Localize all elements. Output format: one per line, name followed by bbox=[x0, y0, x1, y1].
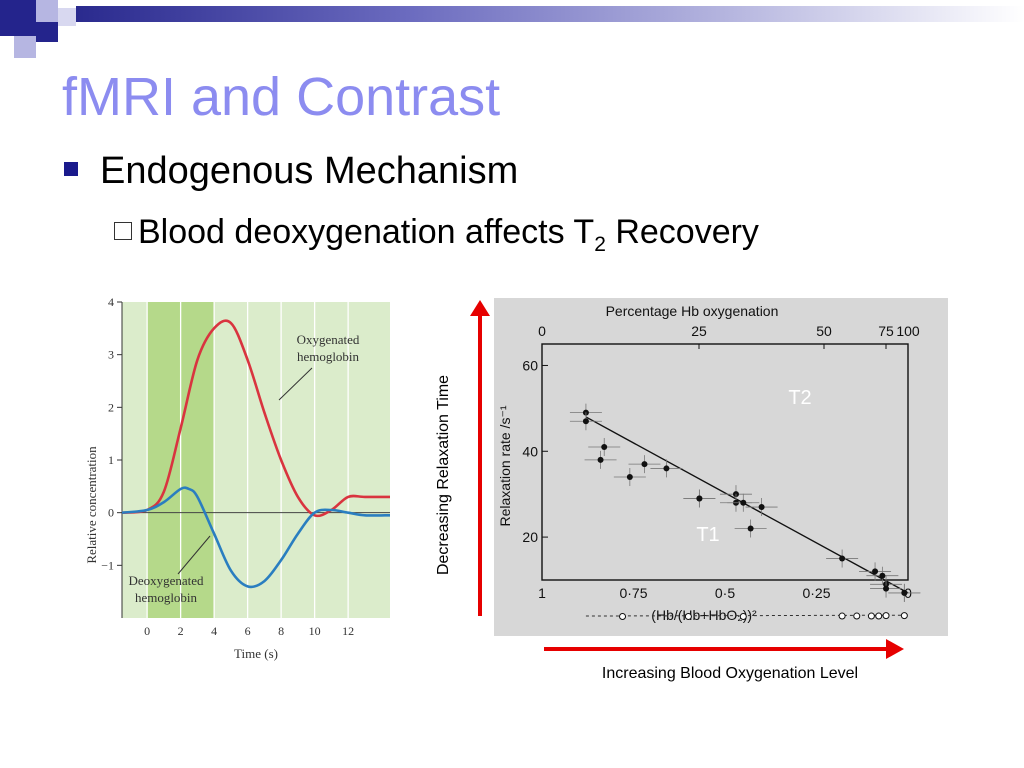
x-tick-label: 1 bbox=[538, 585, 546, 601]
top-tick-label: 100 bbox=[896, 323, 920, 339]
t2-data-point bbox=[883, 585, 890, 592]
t2-data-point bbox=[879, 572, 886, 579]
deoxygenated-label-line1: Deoxygenated bbox=[128, 573, 204, 588]
y-axis-label: Relative concentration bbox=[84, 446, 99, 564]
t2-data-point bbox=[641, 461, 648, 468]
oxygenated-leader-line bbox=[278, 367, 313, 401]
t2-data-point bbox=[747, 525, 754, 532]
y-arrow-caption: Decreasing Relaxation Time bbox=[435, 374, 452, 576]
top-tick-label: 25 bbox=[691, 323, 707, 339]
t1-data-point bbox=[882, 612, 890, 620]
top-tick-label: 50 bbox=[816, 323, 832, 339]
slide-title: fMRI and Contrast bbox=[62, 67, 501, 127]
deoxygenated-label-line2: hemoglobin bbox=[135, 590, 198, 605]
series-line-deoxygenated bbox=[121, 486, 391, 589]
t2-data-point bbox=[872, 568, 879, 575]
bullet-level2-prefix: Blood deoxygenation affects T bbox=[138, 213, 595, 251]
x-tick-label: 10 bbox=[309, 624, 321, 638]
relaxation-time-arrow bbox=[470, 300, 490, 616]
t1-data-point bbox=[875, 612, 883, 620]
region-label-t2: T2 bbox=[788, 387, 811, 409]
header-gradient-bar bbox=[76, 6, 1024, 22]
t2-data-point bbox=[696, 495, 703, 502]
t1-data-point bbox=[739, 612, 747, 620]
t1-data-point bbox=[853, 612, 861, 620]
x-tick-label: 8 bbox=[278, 624, 284, 638]
t2-data-point bbox=[740, 499, 747, 506]
corner-square-decoration bbox=[0, 0, 36, 36]
y-tick-label: 40 bbox=[522, 443, 538, 459]
y-tick-label: −1 bbox=[101, 558, 114, 572]
bullet-level2-suffix: Recovery bbox=[605, 213, 759, 251]
t1-data-point bbox=[619, 612, 627, 620]
y-tick-label: 60 bbox=[522, 357, 538, 373]
y-axis-label: Relaxation rate /s⁻¹ bbox=[497, 405, 513, 526]
bullet-level1-text: Endogenous Mechanism bbox=[100, 150, 519, 192]
square-bullet-icon bbox=[64, 161, 78, 176]
plot-frame bbox=[541, 343, 909, 581]
t2-data-point bbox=[626, 474, 633, 481]
oxygenated-label-line2: hemoglobin bbox=[297, 349, 360, 364]
x-tick-label: 12 bbox=[342, 624, 354, 638]
x-tick-label: 4 bbox=[211, 624, 217, 638]
t2-data-point bbox=[582, 418, 589, 425]
t1-data-point bbox=[867, 612, 875, 620]
region-label-t1: T1 bbox=[696, 524, 719, 546]
x-tick-label: 6 bbox=[245, 624, 251, 638]
corner-square-decoration bbox=[58, 8, 76, 26]
corner-square-decoration bbox=[14, 36, 36, 58]
y-tick-label: 1 bbox=[108, 453, 114, 467]
deoxygenated-leader-line bbox=[177, 535, 211, 575]
x-arrow-caption: Increasing Blood Oxygenation Level bbox=[601, 665, 859, 682]
t1-data-point bbox=[900, 612, 908, 620]
t2-data-point bbox=[901, 589, 908, 596]
top-axis-title: Percentage Hb oxygenation bbox=[606, 303, 779, 319]
t2-data-point bbox=[601, 443, 608, 450]
t2-data-point bbox=[663, 465, 670, 472]
x-axis-label: Time (s) bbox=[234, 646, 278, 661]
x-tick-label: 0·25 bbox=[802, 585, 830, 601]
x-tick-label: 2 bbox=[178, 624, 184, 638]
t2-fit-line bbox=[585, 416, 909, 594]
t2-data-point bbox=[597, 456, 604, 463]
t1-data-point bbox=[838, 612, 846, 620]
y-tick-label: 0 bbox=[108, 506, 114, 520]
bullet-level2-subscript: 2 bbox=[594, 232, 606, 256]
t1-data-point bbox=[684, 612, 692, 620]
x-axis-label: (Hb/(Hb+HbO₂))² bbox=[651, 607, 757, 623]
y-tick-label: 20 bbox=[522, 529, 538, 545]
bullet-level2: Blood deoxygenation affects T2 Recovery bbox=[114, 213, 759, 257]
relaxation-rate-chart: Percentage Hb oxygenation 0 25 50 75 100 20 40 6… bbox=[494, 298, 948, 636]
y-tick-label: 3 bbox=[108, 348, 114, 362]
hollow-square-bullet-icon bbox=[114, 222, 132, 241]
x-tick-label: 0·75 bbox=[619, 585, 647, 601]
y-tick-label: 4 bbox=[108, 295, 114, 309]
corner-square-decoration bbox=[36, 22, 58, 42]
corner-square-decoration bbox=[36, 0, 58, 22]
top-tick-label: 0 bbox=[538, 323, 546, 339]
bullet-level1: Endogenous Mechanism bbox=[64, 150, 518, 193]
oxygenation-level-arrow bbox=[544, 639, 904, 659]
oxygenated-label-line1: Oxygenated bbox=[297, 332, 360, 347]
y-tick-label: 2 bbox=[108, 400, 114, 414]
series-line-oxygenated bbox=[121, 319, 390, 518]
top-tick-label: 75 bbox=[878, 323, 894, 339]
t2-data-point bbox=[758, 504, 765, 511]
x-tick-label: 0·5 bbox=[715, 585, 735, 601]
x-tick-label: 0 bbox=[144, 624, 150, 638]
t2-data-point bbox=[839, 555, 846, 562]
